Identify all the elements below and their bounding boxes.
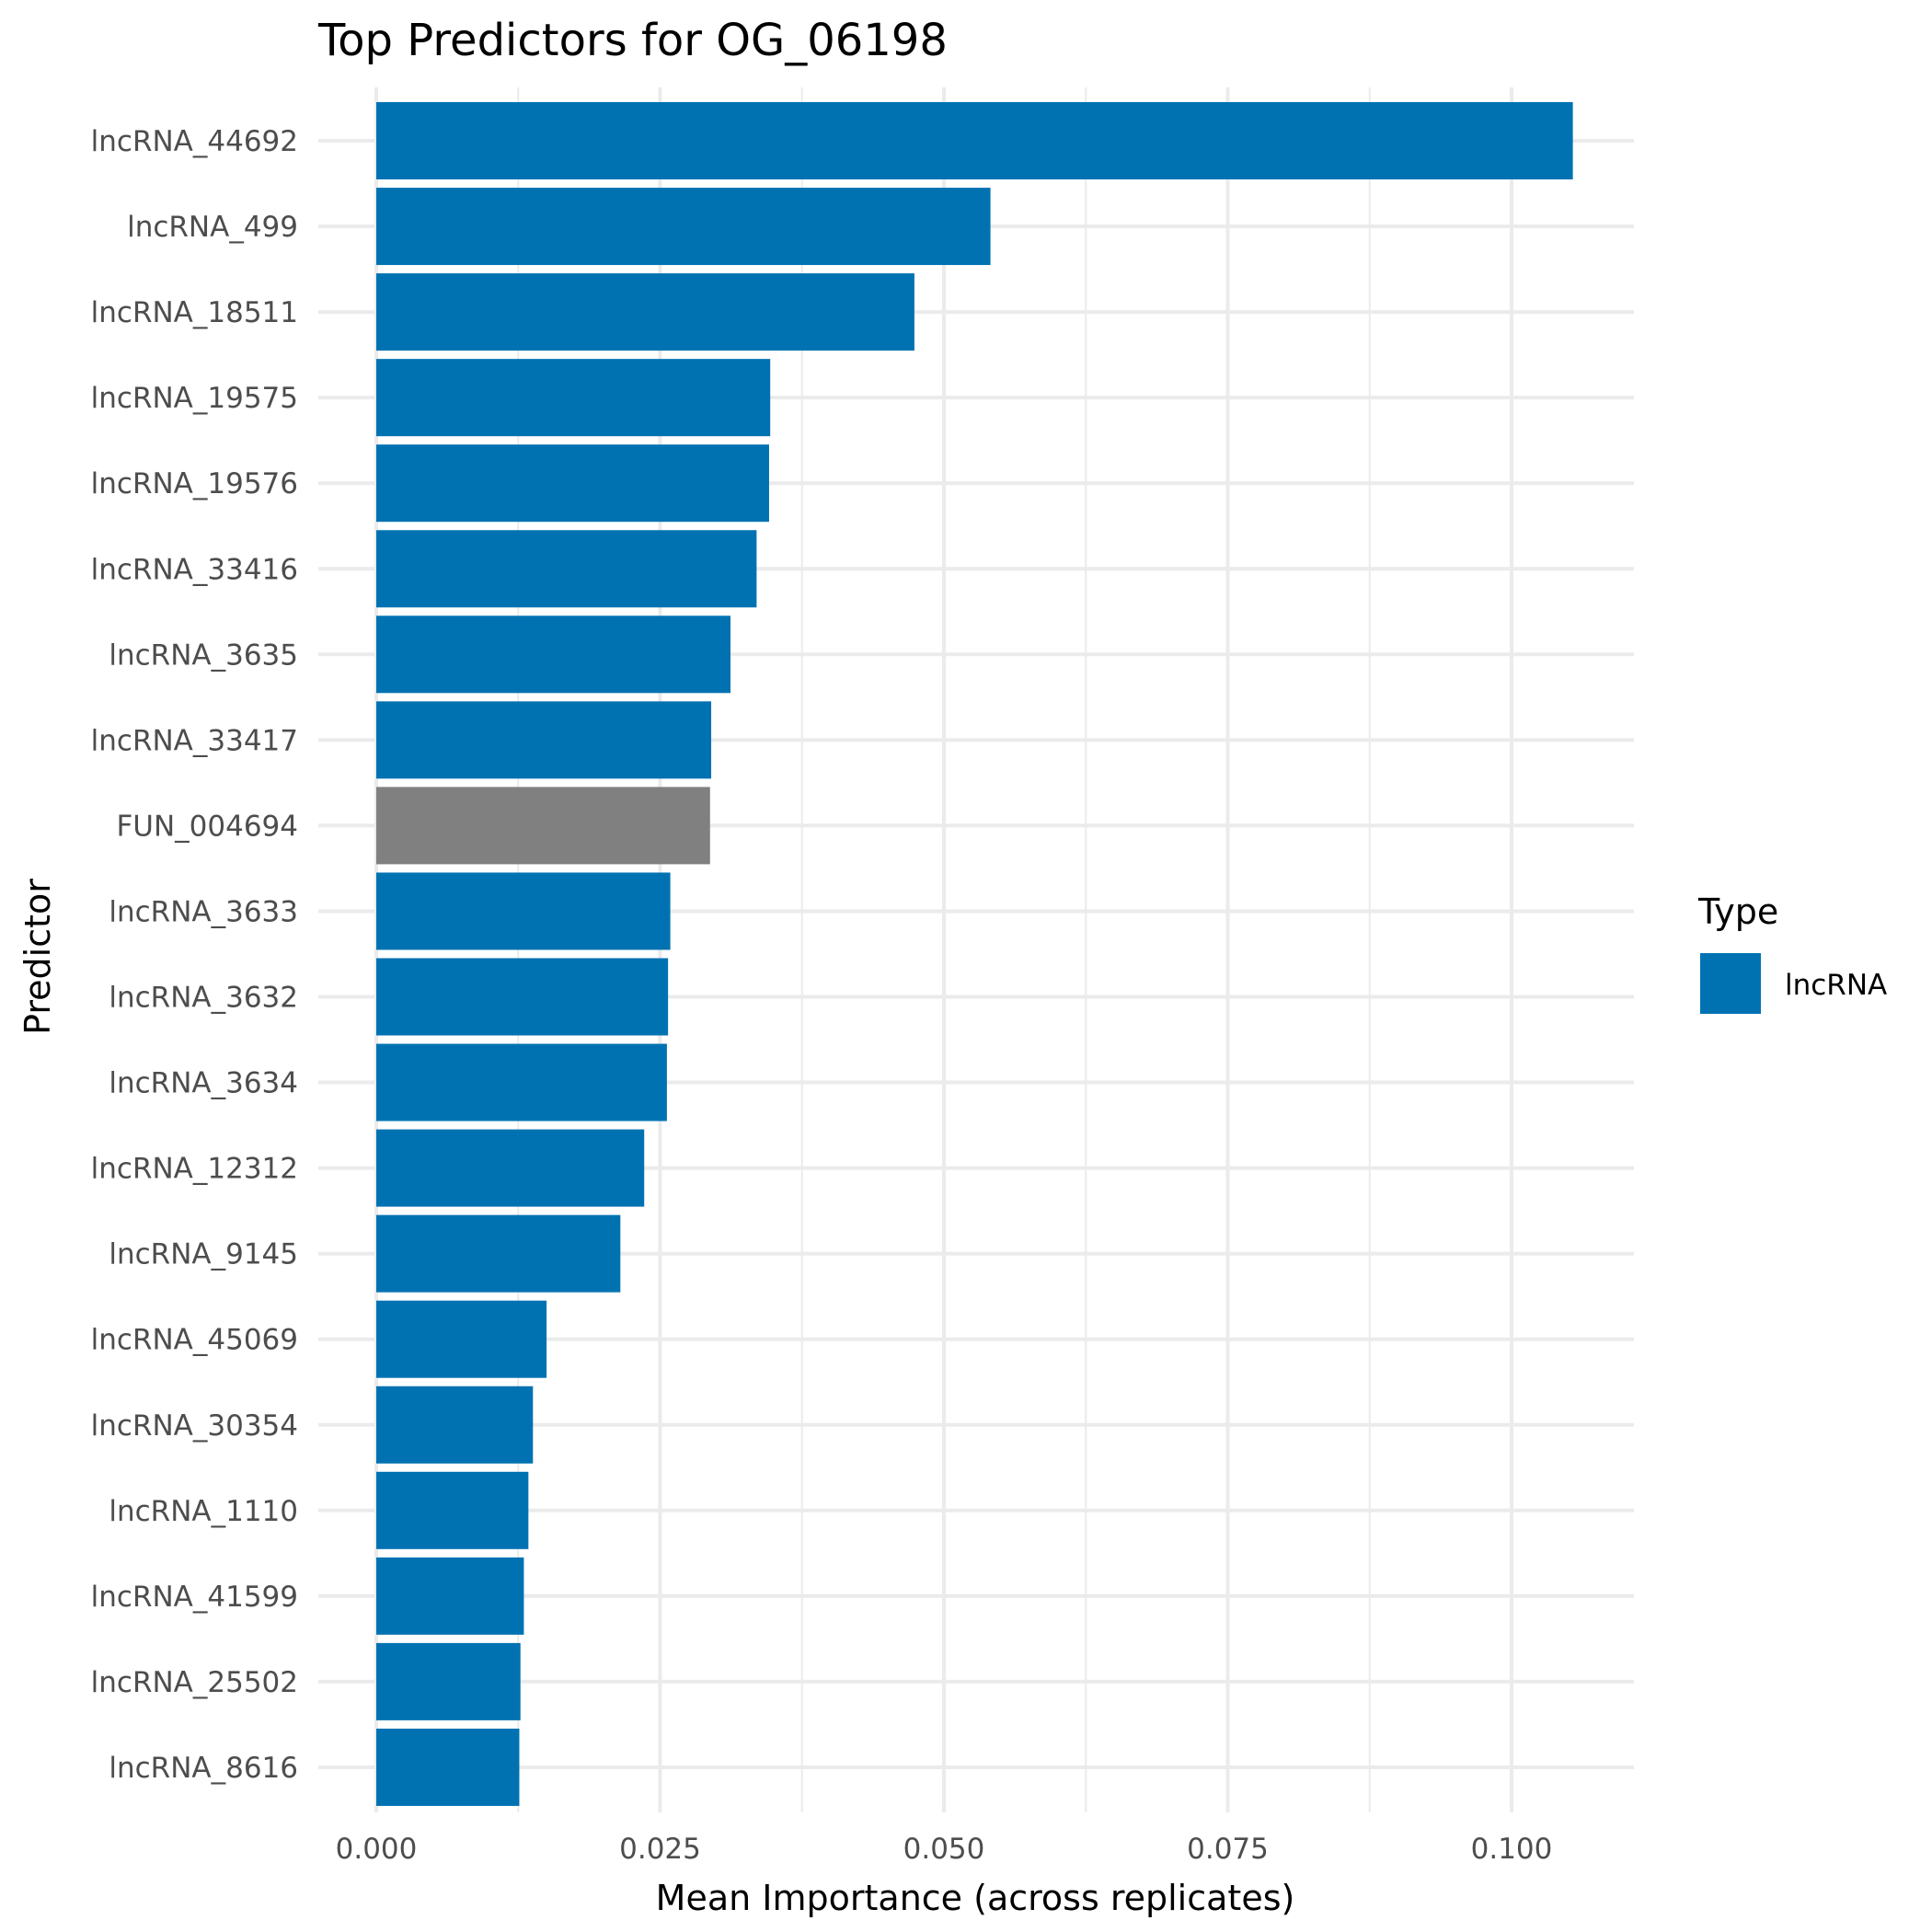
bar-lncrna_25502 <box>376 1642 521 1720</box>
y-tick-label: lncRNA_18511 <box>91 296 298 329</box>
bars <box>376 102 1573 1806</box>
y-tick-label: lncRNA_41599 <box>91 1581 298 1614</box>
bar-lncrna_44692 <box>376 102 1573 179</box>
x-axis-ticks: 0.000 0.025 0.050 0.075 0.100 <box>336 1833 1553 1866</box>
y-tick-label: lncRNA_12312 <box>91 1153 298 1186</box>
y-axis-ticks: lncRNA_44692 lncRNA_499 lncRNA_18511 lncRNA… <box>91 125 298 1785</box>
legend-swatch-lncrna <box>1700 953 1761 1014</box>
x-tick-label: 0.025 <box>619 1833 701 1866</box>
bar-lncrna_41599 <box>376 1557 524 1635</box>
bar-lncrna_30354 <box>376 1386 534 1464</box>
y-axis-title: Predictor <box>17 879 58 1035</box>
bar-fun_004694 <box>376 787 710 865</box>
bar-lncrna_18511 <box>376 273 914 351</box>
bar-lncrna_3633 <box>376 872 671 950</box>
y-tick-label: lncRNA_25502 <box>91 1666 298 1699</box>
y-tick-label: lncRNA_499 <box>127 211 298 244</box>
y-tick-label: lncRNA_8616 <box>109 1752 298 1785</box>
bar-lncrna_3635 <box>376 615 731 694</box>
y-tick-label: lncRNA_33417 <box>91 724 298 757</box>
x-tick-label: 0.100 <box>1471 1833 1553 1866</box>
y-tick-label: lncRNA_19576 <box>91 467 298 500</box>
bar-lncrna_19575 <box>376 359 771 437</box>
y-tick-label: lncRNA_1110 <box>109 1495 298 1528</box>
bar-lncrna_33417 <box>376 701 712 779</box>
y-tick-label: lncRNA_3633 <box>109 895 298 928</box>
y-tick-label: lncRNA_45069 <box>91 1324 298 1357</box>
x-tick-label: 0.075 <box>1187 1833 1269 1866</box>
legend: Type lncRNA <box>1697 891 1887 1014</box>
legend-label-lncrna: lncRNA <box>1785 969 1887 1002</box>
bar-lncrna_1110 <box>376 1471 529 1549</box>
y-tick-label: lncRNA_30354 <box>91 1409 298 1443</box>
y-tick-label: lncRNA_3632 <box>109 982 298 1015</box>
bar-lncrna_8616 <box>376 1728 520 1806</box>
x-axis-title: Mean Importance (across replicates) <box>656 1878 1295 1918</box>
y-tick-label: lncRNA_9145 <box>109 1238 298 1271</box>
x-tick-label: 0.050 <box>903 1833 985 1866</box>
bar-lncrna_19576 <box>376 444 769 523</box>
bar-lncrna_45069 <box>376 1300 547 1378</box>
bar-lncrna_3634 <box>376 1043 667 1121</box>
bar-lncrna_33416 <box>376 530 757 608</box>
chart-title: Top Predictors for OG_06198 <box>317 15 948 66</box>
bar-lncrna_499 <box>376 188 991 266</box>
x-tick-label: 0.000 <box>336 1833 418 1866</box>
y-tick-label: lncRNA_3634 <box>109 1067 298 1100</box>
y-tick-label: lncRNA_3635 <box>109 638 298 672</box>
bar-lncrna_12312 <box>376 1129 645 1207</box>
y-tick-label: FUN_004694 <box>116 810 298 843</box>
y-tick-label: lncRNA_19575 <box>91 382 298 415</box>
y-tick-label: lncRNA_44692 <box>91 125 298 158</box>
bar-lncrna_3632 <box>376 958 669 1036</box>
y-tick-label: lncRNA_33416 <box>91 553 298 586</box>
legend-title: Type <box>1697 891 1778 932</box>
bar-lncrna_9145 <box>376 1214 621 1293</box>
